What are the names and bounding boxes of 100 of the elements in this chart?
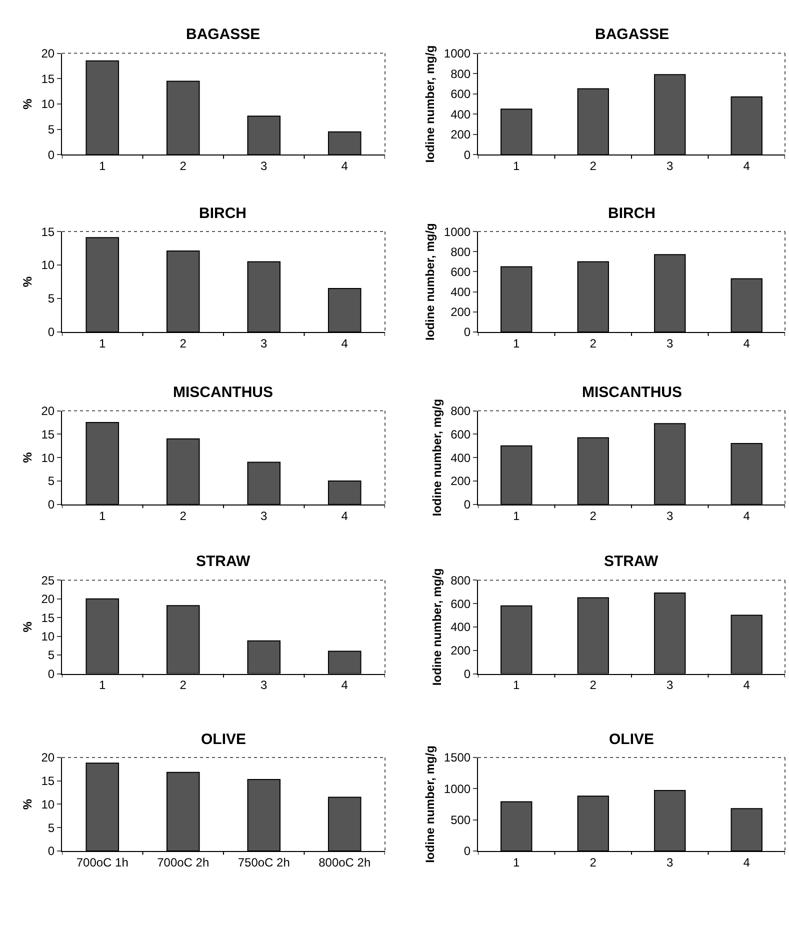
x-tick-label: 1 xyxy=(513,159,520,174)
y-tick-label: 400 xyxy=(450,450,471,465)
y-tick-label: 1500 xyxy=(444,750,471,765)
chart-title: BIRCH xyxy=(608,205,656,222)
y-tick-label: 0 xyxy=(464,325,471,340)
chart-title: STRAW xyxy=(196,553,252,570)
y-axis-title: % xyxy=(20,798,35,810)
x-tick-label: 4 xyxy=(341,508,348,523)
x-tick-label: 1 xyxy=(513,678,520,692)
x-tick-label: 4 xyxy=(341,336,348,350)
y-tick-label: 400 xyxy=(450,285,471,300)
y-tick-label: 15 xyxy=(41,224,55,239)
y-tick-label: 10 xyxy=(41,97,55,112)
x-tick-label: 3 xyxy=(260,678,268,692)
y-tick-label: 10 xyxy=(41,630,55,644)
y-tick-label: 0 xyxy=(464,844,471,858)
chart-title: OLIVE xyxy=(609,731,654,748)
y-tick-label: 0 xyxy=(464,498,471,512)
y-tick-label: 0 xyxy=(464,148,471,162)
y-tick-label: 200 xyxy=(450,305,471,320)
y-tick-label: 500 xyxy=(450,813,471,828)
x-tick-label: 700oC 2h xyxy=(157,855,210,870)
x-tick-label: 3 xyxy=(260,508,268,523)
chart-title: MISCANTHUS xyxy=(582,384,682,401)
y-tick-label: 15 xyxy=(41,72,55,86)
y-tick-label: 800 xyxy=(450,573,471,588)
x-tick-label: 1 xyxy=(513,508,520,523)
y-tick-label: 15 xyxy=(41,774,55,788)
x-tick-label: 3 xyxy=(260,159,268,174)
x-tick-label: 750oC 2h xyxy=(238,855,290,870)
x-tick-label: 800oC 2h xyxy=(318,855,371,870)
x-tick-label: 4 xyxy=(743,159,750,174)
y-tick-label: 0 xyxy=(48,844,55,858)
y-tick-label: 15 xyxy=(41,610,55,625)
chart-title: BAGASSE xyxy=(595,26,670,43)
chart-title: OLIVE xyxy=(201,731,246,748)
x-tick-label: 1 xyxy=(99,336,106,350)
y-tick-label: 10 xyxy=(41,797,55,812)
chart-title: MISCANTHUS xyxy=(173,384,273,401)
y-tick-label: 0 xyxy=(48,325,55,340)
y-axis-title: % xyxy=(20,621,35,632)
x-tick-label: 4 xyxy=(341,678,348,692)
y-tick-label: 200 xyxy=(450,128,471,142)
y-tick-label: 1000 xyxy=(444,224,471,239)
y-axis-title: Iodine number, mg/g xyxy=(430,568,444,686)
y-tick-label: 25 xyxy=(41,573,55,588)
x-tick-label: 3 xyxy=(666,508,674,523)
y-tick-label: 5 xyxy=(48,474,55,488)
y-tick-label: 200 xyxy=(450,644,471,658)
y-axis-title: Iodine number, mg/g xyxy=(423,223,438,340)
y-tick-label: 600 xyxy=(450,596,471,611)
y-tick-label: 0 xyxy=(48,666,55,681)
x-tick-label: 2 xyxy=(590,508,597,523)
y-tick-label: 20 xyxy=(41,46,55,60)
y-tick-label: 20 xyxy=(41,592,55,606)
y-tick-label: 600 xyxy=(450,87,471,102)
x-tick-label: 3 xyxy=(666,855,674,870)
x-tick-label: 2 xyxy=(180,508,187,523)
x-tick-label: 3 xyxy=(666,336,674,350)
x-tick-label: 2 xyxy=(180,336,187,350)
x-tick-label: 2 xyxy=(590,336,597,350)
x-tick-label: 4 xyxy=(743,678,750,692)
chart-title: BAGASSE xyxy=(186,26,260,43)
y-tick-label: 5 xyxy=(48,122,55,137)
x-tick-label: 4 xyxy=(743,508,750,523)
y-axis-title: Iodine number, mg/g xyxy=(430,398,444,516)
y-tick-label: 15 xyxy=(41,427,55,442)
y-axis-title: % xyxy=(20,276,35,288)
y-tick-label: 20 xyxy=(41,750,55,765)
y-tick-label: 5 xyxy=(48,820,55,835)
y-tick-label: 1000 xyxy=(444,782,471,796)
y-tick-label: 5 xyxy=(48,292,55,306)
y-tick-label: 0 xyxy=(48,148,55,162)
y-tick-label: 0 xyxy=(464,666,471,681)
y-tick-label: 400 xyxy=(450,620,471,634)
y-tick-label: 600 xyxy=(450,427,471,442)
x-tick-label: 4 xyxy=(743,336,750,350)
x-tick-label: 1 xyxy=(99,159,106,174)
x-tick-label: 2 xyxy=(590,159,597,174)
x-tick-label: 4 xyxy=(341,159,348,174)
x-tick-label: 3 xyxy=(666,159,674,174)
x-tick-label: 3 xyxy=(666,678,674,692)
y-axis-title: % xyxy=(20,98,35,110)
x-tick-label: 3 xyxy=(260,336,268,350)
x-tick-label: 2 xyxy=(180,159,187,174)
y-tick-label: 200 xyxy=(450,474,471,488)
x-tick-label: 2 xyxy=(590,678,597,692)
chart-title: BIRCH xyxy=(199,205,246,222)
y-tick-label: 20 xyxy=(41,404,55,418)
x-tick-label: 1 xyxy=(99,508,106,523)
x-tick-label: 1 xyxy=(513,336,520,350)
y-tick-label: 10 xyxy=(41,450,55,465)
y-axis-title: % xyxy=(20,452,35,463)
y-tick-label: 800 xyxy=(450,404,471,418)
y-tick-label: 0 xyxy=(48,498,55,512)
y-axis-title: Iodine number, mg/g xyxy=(423,746,438,863)
y-tick-label: 5 xyxy=(48,648,55,662)
x-tick-label: 4 xyxy=(743,855,750,870)
y-tick-label: 1000 xyxy=(444,46,471,60)
x-tick-label: 1 xyxy=(513,855,520,870)
